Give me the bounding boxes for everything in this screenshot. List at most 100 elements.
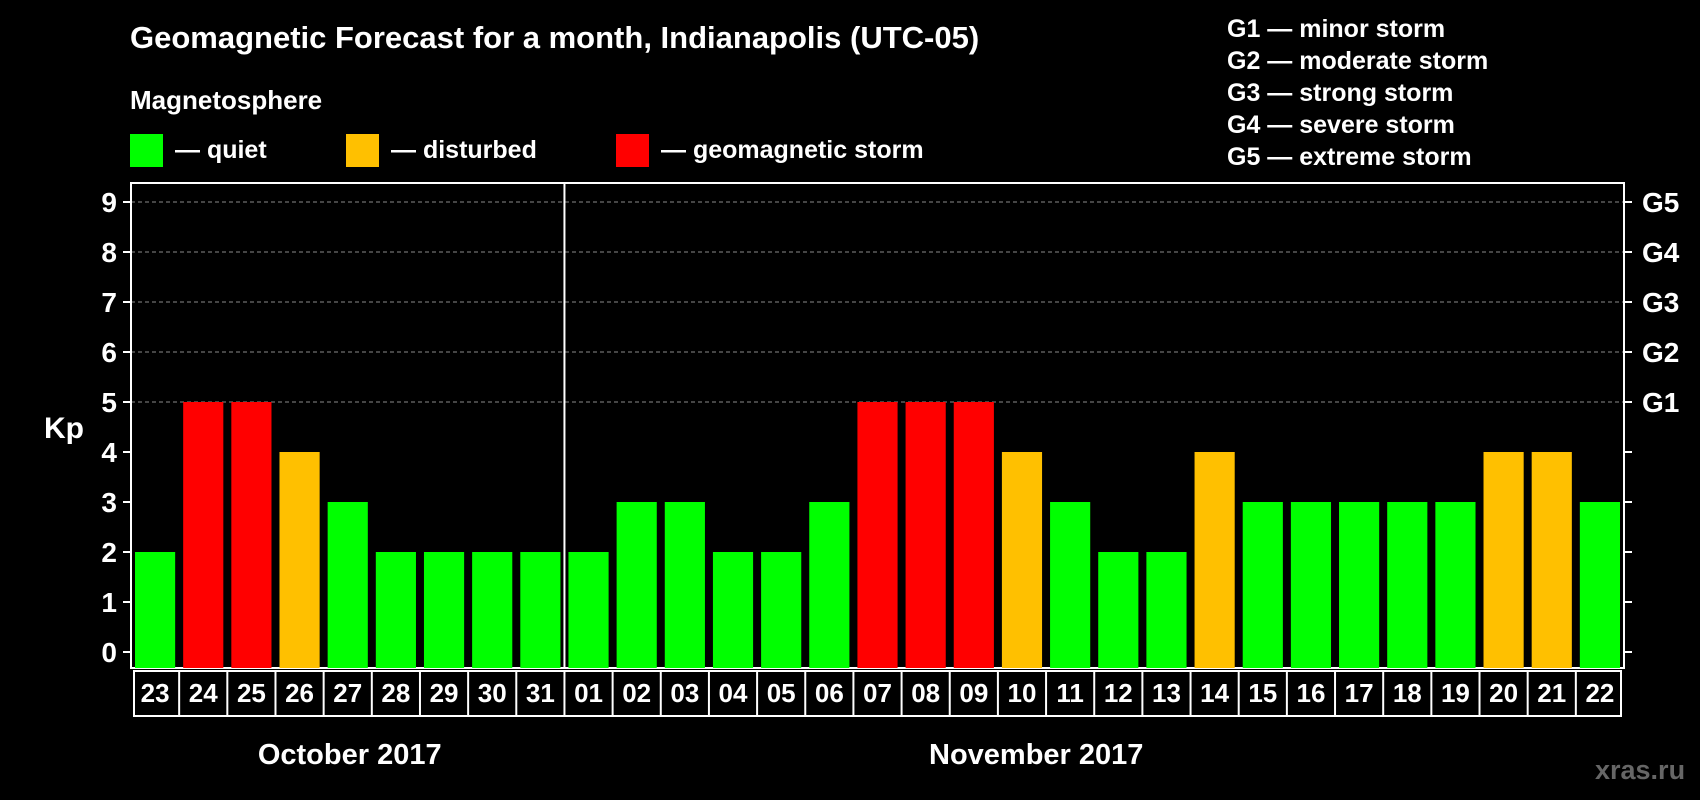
g-scale-item-g3: G3 — strong storm xyxy=(1227,79,1454,107)
bar-31 xyxy=(520,552,561,668)
day-axis-frame xyxy=(133,670,1622,717)
chart-title: Geomagnetic Forecast for a month, Indian… xyxy=(130,20,980,55)
bar-25 xyxy=(231,402,272,668)
bar-23 xyxy=(135,552,176,668)
legend-item-quiet: — quiet xyxy=(130,133,267,167)
x-tick-label-20: 20 xyxy=(1489,678,1518,708)
y-tick-label: 2 xyxy=(101,537,117,568)
x-tick-label-24: 24 xyxy=(189,678,218,708)
x-tick-label-21: 21 xyxy=(1537,678,1566,708)
y-tick-label: 4 xyxy=(101,437,117,468)
x-tick-label-12: 12 xyxy=(1104,678,1133,708)
x-tick-label-02: 02 xyxy=(622,678,651,708)
g-scale-item-g2: G2 — moderate storm xyxy=(1227,47,1489,75)
x-tick-label-01: 01 xyxy=(574,678,603,708)
y-tick-label: 0 xyxy=(101,637,117,668)
bar-14 xyxy=(1194,452,1235,668)
y-tick-label: 7 xyxy=(101,287,117,318)
g-axis-label: G2 xyxy=(1642,337,1679,368)
legend-label-storm: — geomagnetic storm xyxy=(661,135,924,164)
g-axis-label: G3 xyxy=(1642,287,1679,318)
x-tick-label-08: 08 xyxy=(911,678,940,708)
x-tick-label-23: 23 xyxy=(141,678,170,708)
legend-swatch-storm xyxy=(616,133,649,167)
bar-19 xyxy=(1435,502,1476,668)
x-tick-label-26: 26 xyxy=(285,678,314,708)
legend-label-disturbed: — disturbed xyxy=(391,135,537,164)
y-axis-label: Kp xyxy=(44,412,84,445)
x-tick-label-11: 11 xyxy=(1056,678,1084,708)
bar-09 xyxy=(953,402,994,668)
x-tick-label-18: 18 xyxy=(1393,678,1422,708)
x-tick-label-06: 06 xyxy=(815,678,844,708)
legend-swatch-quiet xyxy=(130,133,163,167)
bar-28 xyxy=(375,552,416,668)
x-tick-label-16: 16 xyxy=(1296,678,1325,708)
x-tick-label-30: 30 xyxy=(478,678,507,708)
bar-18 xyxy=(1387,502,1428,668)
x-tick-label-25: 25 xyxy=(237,678,266,708)
y-tick-label: 9 xyxy=(101,187,117,218)
magnetosphere-label: Magnetosphere xyxy=(130,85,323,115)
bar-02 xyxy=(616,502,657,668)
bar-26 xyxy=(279,452,320,668)
legend-item-storm: — geomagnetic storm xyxy=(616,133,924,167)
bar-11 xyxy=(1050,502,1091,668)
legend-item-disturbed: — disturbed xyxy=(346,133,537,167)
bar-12 xyxy=(1098,552,1139,668)
x-tick-label-27: 27 xyxy=(333,678,362,708)
g-scale-legend: G1 — minor storm G2 — moderate storm G3 … xyxy=(1227,13,1488,173)
bar-21 xyxy=(1531,452,1572,668)
y-tick-label: 5 xyxy=(101,387,117,418)
x-tick-label-15: 15 xyxy=(1248,678,1277,708)
month-label: November 2017 xyxy=(929,739,1143,771)
bar-15 xyxy=(1242,502,1283,668)
bar-29 xyxy=(423,552,465,668)
month-label: October 2017 xyxy=(258,739,442,771)
g-scale-item-g5: G5 — extreme storm xyxy=(1227,143,1472,171)
bar-04 xyxy=(712,552,754,668)
bar-08 xyxy=(905,402,946,668)
legend-label-quiet: — quiet xyxy=(175,135,267,164)
x-tick-label-05: 05 xyxy=(767,678,796,708)
g-axis-label: G5 xyxy=(1642,187,1679,218)
bar-13 xyxy=(1146,552,1187,668)
bar-30 xyxy=(472,552,513,668)
x-tick-label-14: 14 xyxy=(1200,678,1229,708)
bar-16 xyxy=(1290,502,1332,668)
bar-05 xyxy=(761,552,802,668)
bar-20 xyxy=(1483,452,1524,668)
watermark: xras.ru xyxy=(1595,755,1686,785)
x-tick-label-09: 09 xyxy=(959,678,988,708)
x-tick-label-22: 22 xyxy=(1585,678,1614,708)
x-tick-label-29: 29 xyxy=(430,678,459,708)
g-axis-label: G4 xyxy=(1642,237,1680,268)
bar-17 xyxy=(1339,502,1380,668)
g-scale-item-g1: G1 — minor storm xyxy=(1227,15,1446,43)
y-tick-label: 3 xyxy=(101,487,117,518)
x-tick-label-31: 31 xyxy=(526,678,555,708)
bar-24 xyxy=(183,402,224,668)
x-tick-label-03: 03 xyxy=(670,678,699,708)
bar-06 xyxy=(809,502,850,668)
g-scale-item-g4: G4 — severe storm xyxy=(1227,111,1455,139)
x-tick-label-19: 19 xyxy=(1441,678,1470,708)
bar-03 xyxy=(664,502,705,668)
bar-10 xyxy=(1001,452,1043,668)
x-tick-label-04: 04 xyxy=(719,678,748,708)
y-tick-label: 1 xyxy=(101,587,117,618)
x-tick-label-07: 07 xyxy=(863,678,892,708)
legend-swatch-disturbed xyxy=(346,133,379,167)
y-tick-label: 8 xyxy=(101,237,117,268)
bar-22 xyxy=(1579,502,1620,668)
x-tick-label-10: 10 xyxy=(1008,678,1037,708)
x-tick-label-13: 13 xyxy=(1152,678,1181,708)
g-axis-label: G1 xyxy=(1642,387,1679,418)
bar-27 xyxy=(327,502,368,668)
x-tick-label-28: 28 xyxy=(381,678,410,708)
y-tick-label: 6 xyxy=(101,337,117,368)
bar-07 xyxy=(857,402,898,668)
bar-01 xyxy=(568,552,609,668)
x-tick-label-17: 17 xyxy=(1345,678,1374,708)
